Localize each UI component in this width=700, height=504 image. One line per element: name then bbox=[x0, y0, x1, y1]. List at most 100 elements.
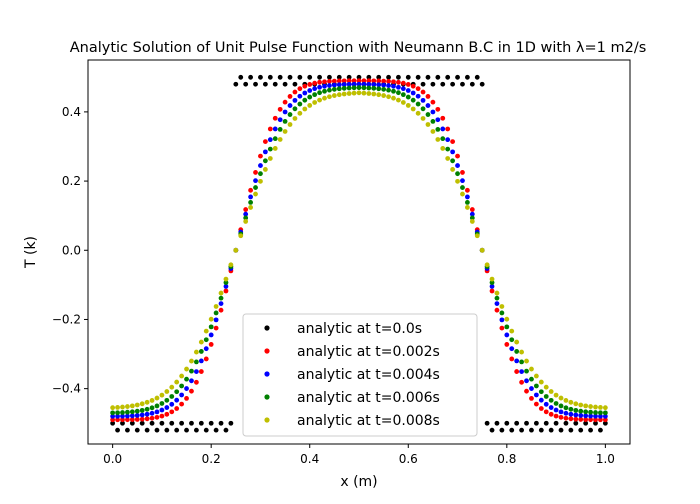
data-point bbox=[410, 106, 416, 112]
data-point bbox=[194, 369, 199, 375]
data-point bbox=[307, 82, 313, 87]
x-tick-label: 0.0 bbox=[103, 452, 122, 466]
data-point bbox=[282, 99, 288, 105]
data-point bbox=[425, 94, 431, 99]
data-point bbox=[410, 90, 416, 96]
data-point bbox=[277, 74, 283, 80]
data-point bbox=[174, 397, 180, 403]
data-point bbox=[455, 153, 460, 159]
data-point bbox=[179, 401, 185, 407]
data-point bbox=[341, 91, 347, 97]
data-point bbox=[297, 86, 303, 92]
data-point bbox=[588, 413, 593, 419]
data-point bbox=[327, 87, 332, 93]
data-point bbox=[262, 158, 268, 164]
legend-marker bbox=[264, 348, 270, 354]
data-point bbox=[203, 346, 209, 352]
data-point bbox=[144, 411, 150, 417]
data-point bbox=[396, 74, 401, 80]
data-point bbox=[465, 187, 470, 193]
data-point bbox=[391, 95, 396, 101]
data-point bbox=[405, 82, 411, 87]
data-point bbox=[267, 126, 273, 132]
data-point bbox=[243, 211, 249, 217]
y-tick-label: −0.4 bbox=[52, 382, 81, 396]
data-point bbox=[499, 310, 505, 316]
data-point bbox=[499, 304, 505, 309]
data-point bbox=[169, 401, 175, 407]
data-point bbox=[465, 205, 470, 210]
data-point bbox=[489, 283, 495, 289]
data-point bbox=[179, 373, 185, 379]
data-point bbox=[588, 409, 593, 415]
legend-label: analytic at t=0.006s bbox=[297, 390, 440, 406]
data-point bbox=[514, 420, 520, 426]
data-point bbox=[351, 90, 357, 96]
data-point bbox=[110, 410, 116, 416]
data-point bbox=[425, 112, 431, 117]
data-point bbox=[327, 83, 332, 88]
data-point bbox=[169, 420, 175, 426]
data-point bbox=[499, 427, 505, 433]
data-point bbox=[602, 420, 608, 426]
data-point bbox=[203, 328, 209, 334]
data-point bbox=[277, 106, 283, 112]
data-point bbox=[440, 81, 446, 87]
data-point bbox=[376, 74, 382, 80]
data-point bbox=[593, 404, 598, 410]
data-point bbox=[578, 417, 584, 422]
data-point bbox=[164, 427, 170, 433]
data-point bbox=[110, 413, 116, 419]
data-point bbox=[499, 325, 505, 331]
data-point bbox=[218, 420, 224, 426]
data-point bbox=[134, 413, 140, 418]
data-point bbox=[435, 106, 441, 112]
data-point bbox=[218, 301, 224, 307]
data-point bbox=[336, 82, 342, 88]
data-point bbox=[203, 356, 209, 362]
data-point bbox=[445, 146, 451, 152]
data-point bbox=[282, 81, 288, 87]
data-point bbox=[248, 205, 254, 210]
data-point bbox=[272, 146, 278, 151]
legend-items: analytic at t=0.0s analytic at t=0.002s an… bbox=[264, 321, 440, 429]
data-point bbox=[396, 84, 401, 90]
y-tick-label: −0.2 bbox=[52, 312, 81, 326]
data-point bbox=[292, 97, 298, 103]
data-point bbox=[327, 74, 332, 80]
data-point bbox=[203, 337, 209, 343]
data-point bbox=[282, 109, 288, 115]
data-point bbox=[405, 88, 411, 93]
data-point bbox=[583, 413, 589, 419]
data-point bbox=[248, 200, 254, 205]
plot-area bbox=[87, 59, 631, 445]
data-point bbox=[120, 410, 125, 415]
data-point bbox=[341, 78, 347, 84]
data-point bbox=[568, 411, 574, 417]
data-point bbox=[598, 413, 603, 419]
legend-label: analytic at t=0.002s bbox=[297, 344, 440, 360]
data-point bbox=[410, 83, 416, 89]
data-point bbox=[415, 86, 421, 92]
data-point bbox=[494, 301, 500, 307]
plot-points bbox=[110, 74, 608, 433]
data-point bbox=[297, 101, 303, 107]
data-point bbox=[317, 79, 322, 85]
legend-marker bbox=[264, 325, 270, 331]
data-point bbox=[346, 74, 352, 80]
data-point bbox=[262, 81, 268, 87]
data-point bbox=[184, 366, 189, 372]
data-point bbox=[189, 368, 194, 374]
data-point bbox=[346, 78, 352, 84]
data-point bbox=[129, 413, 135, 419]
data-point bbox=[198, 349, 204, 354]
data-point bbox=[120, 413, 125, 419]
data-point bbox=[445, 74, 451, 80]
data-point bbox=[602, 405, 608, 411]
data-point bbox=[164, 405, 170, 410]
data-point bbox=[243, 207, 249, 212]
data-point bbox=[440, 115, 446, 121]
data-point bbox=[243, 81, 249, 87]
data-point bbox=[272, 136, 278, 142]
data-point bbox=[154, 414, 160, 420]
